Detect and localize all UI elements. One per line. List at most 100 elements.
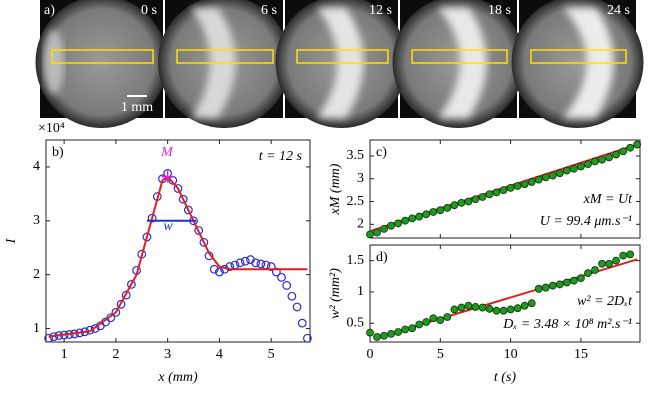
y-tick-label: 1.5 bbox=[347, 253, 365, 268]
data-point bbox=[485, 304, 494, 313]
panel-label: c) bbox=[376, 145, 387, 160]
data-point bbox=[591, 157, 599, 166]
data-point bbox=[183, 205, 193, 215]
data-point bbox=[380, 331, 388, 340]
data-point bbox=[548, 281, 557, 290]
data-point bbox=[373, 228, 381, 237]
data-point bbox=[256, 259, 266, 269]
data-point bbox=[478, 303, 487, 312]
data-point bbox=[520, 301, 529, 310]
y-tick-label: 4 bbox=[33, 159, 40, 174]
y-tick-label: 2 bbox=[357, 217, 364, 232]
x-tick-label: 5 bbox=[268, 347, 275, 362]
data-point bbox=[577, 274, 585, 283]
peak-marker bbox=[161, 170, 174, 183]
y-tick-label: 1 bbox=[357, 284, 364, 299]
annotation: U = 99.4 μm.s⁻¹ bbox=[540, 214, 632, 229]
data-point bbox=[111, 307, 121, 317]
frame-time: 12 s bbox=[369, 3, 392, 18]
annotation: t = 12 s bbox=[259, 149, 303, 164]
data-point bbox=[612, 150, 620, 159]
data-point bbox=[584, 269, 592, 278]
image-frame: 12 s bbox=[275, 0, 408, 128]
data-point bbox=[598, 259, 606, 268]
data-point bbox=[534, 175, 543, 184]
data-point bbox=[457, 303, 466, 312]
plot-area bbox=[369, 139, 641, 239]
data-point bbox=[235, 258, 245, 268]
data-point bbox=[443, 313, 452, 321]
data-point bbox=[303, 333, 312, 343]
data-point bbox=[271, 267, 281, 277]
data-point bbox=[209, 264, 219, 274]
plot-area bbox=[45, 139, 311, 343]
data-point bbox=[541, 283, 550, 292]
data-point bbox=[492, 188, 501, 197]
data-point bbox=[85, 325, 95, 335]
y-axis-label: I bbox=[4, 237, 19, 244]
data-point bbox=[408, 324, 417, 333]
data-point bbox=[387, 329, 395, 338]
y-tick-label: 0.5 bbox=[347, 315, 365, 330]
roi-box bbox=[530, 49, 627, 64]
data-point bbox=[251, 258, 261, 268]
data-point bbox=[506, 183, 515, 192]
x-tick-label: 4 bbox=[216, 347, 223, 362]
y-tick-label: 2.5 bbox=[347, 194, 365, 209]
data-point bbox=[422, 318, 431, 326]
data-point bbox=[297, 318, 307, 328]
data-point bbox=[266, 262, 276, 271]
image-frame: 18 s bbox=[392, 0, 525, 128]
data-point bbox=[605, 153, 613, 162]
data-point bbox=[194, 226, 204, 235]
roi-box bbox=[51, 49, 154, 64]
panel-label: b) bbox=[52, 145, 64, 160]
data-point bbox=[626, 143, 635, 152]
data-point bbox=[464, 197, 473, 206]
x-tick-label: 10 bbox=[504, 347, 518, 362]
x-tick-label: 2 bbox=[112, 347, 119, 362]
data-point bbox=[513, 182, 522, 190]
data-point bbox=[277, 272, 286, 282]
data-point bbox=[612, 256, 620, 265]
sample-disk bbox=[392, 0, 525, 128]
data-point bbox=[394, 219, 403, 228]
data-point bbox=[394, 328, 403, 336]
data-point bbox=[506, 305, 515, 314]
y-axis-label: w² (mm²) bbox=[328, 268, 343, 319]
data-point bbox=[401, 216, 410, 225]
x-tick-label: 0 bbox=[367, 347, 374, 362]
data-point bbox=[436, 316, 445, 324]
x-axis-label: x (mm) bbox=[157, 370, 198, 385]
data-point bbox=[520, 180, 529, 189]
fit-line bbox=[48, 175, 308, 338]
data-point bbox=[90, 324, 100, 333]
data-point bbox=[598, 155, 606, 164]
data-point bbox=[555, 280, 564, 289]
data-point bbox=[292, 302, 302, 312]
data-point bbox=[471, 303, 480, 311]
data-point bbox=[584, 160, 592, 169]
data-point bbox=[199, 237, 209, 247]
plot-area bbox=[369, 244, 641, 343]
data-point bbox=[408, 214, 417, 223]
annotation: Dₓ = 3.48 × 10⁸ m².s⁻¹ bbox=[502, 317, 632, 332]
data-point bbox=[562, 166, 571, 175]
image-frame: 6 s bbox=[158, 0, 290, 128]
data-point bbox=[541, 173, 550, 182]
data-point bbox=[366, 230, 374, 239]
data-point bbox=[457, 199, 466, 207]
band bbox=[44, 30, 64, 94]
data-point bbox=[443, 204, 452, 212]
data-point bbox=[499, 306, 508, 315]
data-point bbox=[492, 306, 501, 315]
data-point bbox=[178, 194, 188, 204]
data-point bbox=[436, 206, 445, 215]
data-point bbox=[240, 256, 250, 266]
data-point bbox=[577, 162, 585, 171]
y-tick-label: 3 bbox=[357, 171, 364, 186]
data-point bbox=[513, 304, 522, 313]
data-point bbox=[225, 262, 235, 271]
frame-time: 18 s bbox=[488, 3, 511, 18]
